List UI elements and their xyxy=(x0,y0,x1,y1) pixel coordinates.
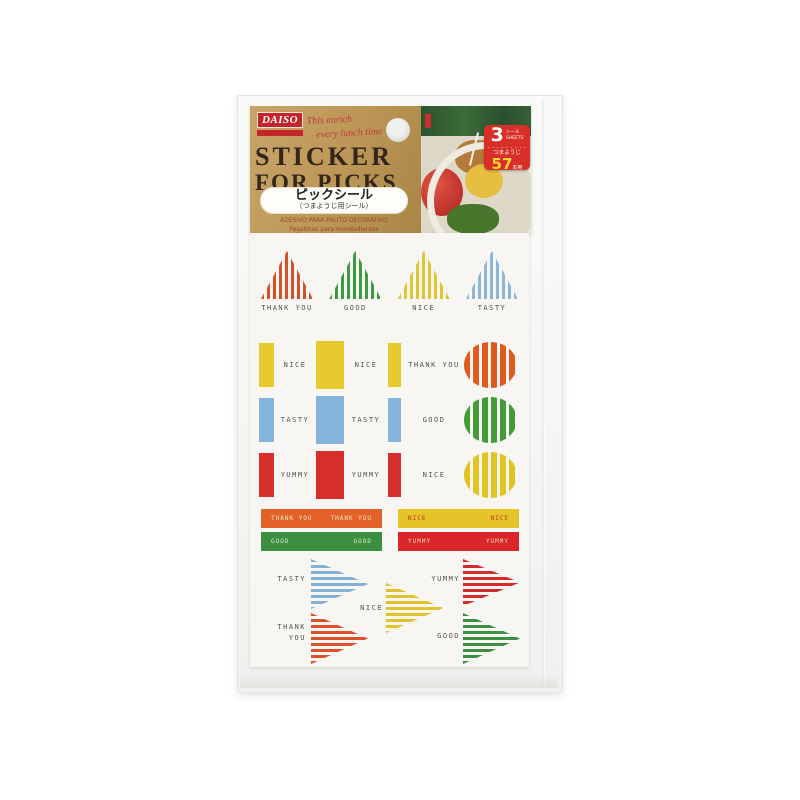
sticker-label: THANK YOU xyxy=(408,360,460,369)
sheet-count-badge: 3 シール SHEETS ・・・・・・・・・ つまようじ 57 本用 xyxy=(484,125,530,172)
translation-text: ADESIVO PARA PALITO DECORATIVO Pegatinas… xyxy=(254,216,414,234)
badge-use-label: つまようじ xyxy=(493,150,521,156)
badge-sheet-count: 3 xyxy=(490,124,504,146)
sticker-label: GOOD xyxy=(343,304,367,312)
striped-circle-sticker xyxy=(464,452,517,498)
badge-sheet-unit-en: SHEETS xyxy=(505,135,524,141)
flag-bar-narrow xyxy=(388,343,401,387)
label-bar-section: THANK YOU THANK YOU GOOD GOOD NICE NICE … xyxy=(261,509,519,555)
badge-picks-count: 57 xyxy=(491,155,513,174)
sticker-label: TASTY xyxy=(280,415,310,424)
label-bar: YUMMY YUMMY xyxy=(398,532,519,551)
label-bar: NICE NICE xyxy=(398,509,519,528)
flag-bar-narrow xyxy=(259,453,274,497)
japanese-subtitle: （つまようじ用シール） xyxy=(295,202,373,210)
photo-plate-rim xyxy=(427,142,531,233)
striped-circle-sticker xyxy=(464,397,517,443)
label-bar: THANK YOU THANK YOU xyxy=(261,509,382,528)
sticker-label: YUMMY xyxy=(485,538,509,545)
sticker-label: TASTY xyxy=(351,415,381,424)
package-header-card: DAISO This enrich every lunch time STICK… xyxy=(250,106,531,233)
sticker-label: NICE xyxy=(408,515,427,522)
bag-fold-highlight xyxy=(542,98,545,689)
flag-bar-wide xyxy=(316,341,344,389)
striped-triangle-right xyxy=(311,613,368,664)
product-title-line1: STICKER xyxy=(255,142,394,171)
japanese-title: ピックシール xyxy=(294,188,373,203)
flag-bar-wide xyxy=(316,451,344,499)
sticker-label: YUMMY xyxy=(408,538,432,545)
badge-sheet-unit-jp: シール xyxy=(505,129,520,135)
label-bar-column-right: NICE NICE YUMMY YUMMY xyxy=(398,509,519,555)
sticker-label: THANK YOU xyxy=(330,515,372,522)
sticker-label: THANK YOU xyxy=(277,623,306,642)
top-triangle-row: THANK YOU GOOD NICE TASTY xyxy=(258,251,521,314)
striped-triangle-up xyxy=(329,251,382,299)
striped-triangle-right xyxy=(463,559,520,606)
sticker-label: YUMMY xyxy=(280,470,310,479)
badge-sheet-unit: シール SHEETS xyxy=(506,130,524,142)
flag-bar-narrow xyxy=(388,398,401,442)
sticker-label: NICE xyxy=(412,304,436,312)
striped-triangle-up xyxy=(397,251,450,299)
brand-tagline: This enrich every lunch time xyxy=(306,111,387,142)
striped-triangle-up xyxy=(465,251,518,299)
sticker-label: GOOD xyxy=(353,538,372,545)
sticker-label: GOOD xyxy=(271,538,290,545)
badge-picks-unit: 本用 xyxy=(512,165,523,172)
flag-sticker-section: NICE NICE THANK YOU TASTY TASTY GOOD xyxy=(250,341,529,506)
food-photo: 3 シール SHEETS ・・・・・・・・・ つまようじ 57 本用 xyxy=(421,106,531,233)
photo-pick-flag xyxy=(425,114,431,128)
sticker-label: NICE xyxy=(360,604,383,612)
sticker-label: GOOD xyxy=(437,632,460,640)
japanese-title-pill: ピックシール （つまようじ用シール） xyxy=(260,187,408,214)
triangle-sticker: THANK YOU xyxy=(258,251,316,314)
sticker-label: GOOD xyxy=(422,415,446,424)
sticker-label: TASTY xyxy=(277,575,306,583)
product-package-bag: DAISO This enrich every lunch time STICK… xyxy=(237,95,563,693)
translation-line2: Pegatinas para mondadientes xyxy=(289,226,379,233)
sticker-label: THANK YOU xyxy=(271,515,313,522)
sticker-label: YUMMY xyxy=(431,575,460,583)
flag-bar-wide xyxy=(316,396,344,444)
sticker-label: NICE xyxy=(354,360,378,369)
label-bar: GOOD GOOD xyxy=(261,532,382,551)
flag-row: NICE NICE THANK YOU xyxy=(250,341,529,389)
striped-triangle-right xyxy=(311,559,368,609)
daiso-logo-strip xyxy=(257,130,303,136)
hang-hole xyxy=(386,118,410,142)
striped-triangle-right xyxy=(463,613,520,664)
sticker-label: NICE xyxy=(283,360,307,369)
sticker-label: NICE xyxy=(490,515,509,522)
flag-row: YUMMY YUMMY NICE xyxy=(250,451,529,499)
label-bar-column-left: THANK YOU THANK YOU GOOD GOOD xyxy=(261,509,382,555)
striped-circle-sticker xyxy=(464,342,517,388)
striped-triangle-right xyxy=(386,583,443,633)
sticker-label: NICE xyxy=(422,470,446,479)
daiso-logo: DAISO xyxy=(257,112,303,128)
badge-sheets-row: 3 シール SHEETS xyxy=(491,126,524,145)
triangle-sticker: TASTY xyxy=(463,251,521,314)
triangle-sticker: NICE xyxy=(395,251,453,314)
product-title: STICKER FOR PICKS xyxy=(255,142,417,196)
translation-line1: ADESIVO PARA PALITO DECORATIVO xyxy=(280,217,388,224)
sticker-sheet: THANK YOU GOOD NICE TASTY xyxy=(250,233,529,667)
badge-dots: ・・・・・・・・・ xyxy=(486,145,528,150)
daiso-logo-text: DAISO xyxy=(261,114,299,126)
bag-bottom-shadow xyxy=(240,674,558,688)
sticker-label: THANK YOU xyxy=(261,304,313,312)
flag-row: TASTY TASTY GOOD xyxy=(250,396,529,444)
flag-bar-narrow xyxy=(388,453,401,497)
badge-picks-row: 57 本用 xyxy=(492,157,523,172)
triangle-sticker: GOOD xyxy=(326,251,384,314)
flag-bar-narrow xyxy=(259,398,274,442)
header-gold-panel: DAISO This enrich every lunch time STICK… xyxy=(250,106,421,233)
striped-triangle-up xyxy=(261,251,313,299)
flag-bar-narrow xyxy=(259,343,274,387)
sticker-label: TASTY xyxy=(477,304,507,312)
sticker-label: YUMMY xyxy=(351,470,381,479)
